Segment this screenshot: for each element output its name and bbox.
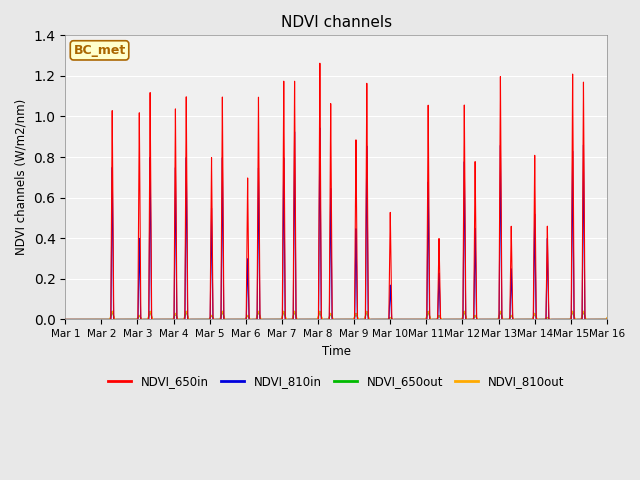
Y-axis label: NDVI channels (W/m2/nm): NDVI channels (W/m2/nm) bbox=[15, 99, 28, 255]
X-axis label: Time: Time bbox=[322, 345, 351, 358]
NDVI_810in bbox=[319, 374, 326, 380]
NDVI_810out bbox=[603, 315, 611, 321]
NDVI_810in bbox=[603, 316, 611, 322]
NDVI_650in bbox=[180, 316, 188, 322]
NDVI_810in bbox=[348, 316, 356, 322]
NDVI_650in bbox=[348, 316, 356, 322]
NDVI_810out bbox=[120, 316, 128, 322]
NDVI_810in bbox=[531, 226, 539, 231]
NDVI_650in bbox=[61, 316, 69, 322]
NDVI_650out bbox=[531, 311, 539, 317]
NDVI_650out bbox=[348, 316, 356, 322]
NDVI_810in bbox=[79, 316, 86, 322]
NDVI_650in bbox=[531, 170, 539, 176]
NDVI_650out bbox=[61, 316, 69, 322]
NDVI_810in bbox=[120, 316, 128, 322]
NDVI_810out bbox=[180, 315, 188, 321]
NDVI_810out bbox=[348, 316, 356, 322]
Legend: NDVI_650in, NDVI_810in, NDVI_650out, NDVI_810out: NDVI_650in, NDVI_810in, NDVI_650out, NDV… bbox=[103, 371, 569, 393]
NDVI_650out bbox=[120, 316, 128, 322]
NDVI_810out bbox=[191, 316, 199, 322]
NDVI_650out bbox=[180, 316, 188, 322]
Line: NDVI_650in: NDVI_650in bbox=[65, 63, 607, 319]
NDVI_650in bbox=[120, 316, 128, 322]
NDVI_810in bbox=[316, 125, 324, 131]
NDVI_650in bbox=[603, 316, 611, 322]
NDVI_810in bbox=[191, 316, 199, 322]
NDVI_650out bbox=[580, 309, 588, 314]
NDVI_810out bbox=[531, 311, 539, 316]
NDVI_650in bbox=[79, 316, 86, 322]
NDVI_810in bbox=[180, 316, 188, 322]
NDVI_650out bbox=[191, 316, 199, 322]
NDVI_650out bbox=[603, 315, 611, 321]
Title: NDVI channels: NDVI channels bbox=[280, 15, 392, 30]
NDVI_810in bbox=[61, 316, 69, 322]
NDVI_650in bbox=[191, 316, 199, 322]
NDVI_650in bbox=[316, 60, 324, 66]
Text: BC_met: BC_met bbox=[74, 44, 125, 57]
Line: NDVI_810in: NDVI_810in bbox=[65, 128, 607, 377]
Line: NDVI_650out: NDVI_650out bbox=[65, 312, 607, 319]
NDVI_810out bbox=[580, 309, 588, 314]
NDVI_810out bbox=[61, 316, 69, 322]
NDVI_650out bbox=[79, 316, 86, 322]
NDVI_810out bbox=[79, 316, 86, 322]
Line: NDVI_810out: NDVI_810out bbox=[65, 312, 607, 319]
